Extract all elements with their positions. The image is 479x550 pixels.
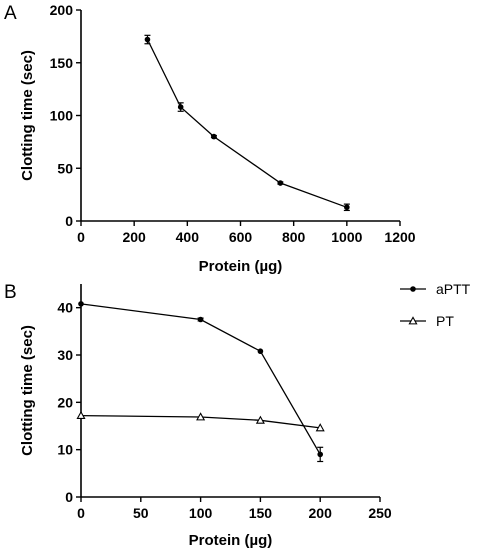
chart-panel-a: 0 50 100 150 200 0 200 400 600 800 1000 1200 Protein… xyxy=(19,2,416,275)
panel-b-y-axis-title: Clotting time (sec) xyxy=(19,325,36,456)
panel-b-y-tick-label: 20 xyxy=(57,394,73,410)
panel-a-y-tick-label: 0 xyxy=(65,213,73,229)
panel-b-aptt-point xyxy=(257,348,264,355)
panel-a-x-tick-label: 800 xyxy=(282,229,306,245)
legend-pt-marker xyxy=(408,316,418,325)
panel-b-pt-point xyxy=(196,412,206,421)
panel-b-y-tick-label: 40 xyxy=(57,300,73,316)
panel-a-series-1-point xyxy=(277,180,284,186)
legend-aptt-marker xyxy=(410,286,416,292)
panel-b-pt-point xyxy=(76,410,86,420)
panel-b-x-tick-label: 50 xyxy=(133,505,149,521)
panel-b-aptt-line xyxy=(80,303,321,455)
panel-b-x-tick-label: 250 xyxy=(368,505,392,521)
panel-b-x-tick-label: 0 xyxy=(77,505,85,521)
panel-b-aptt-point xyxy=(317,451,324,458)
panel-a-y-axis-title: Clotting time (sec) xyxy=(19,50,36,181)
panel-a-y-tick-label: 50 xyxy=(57,160,73,176)
panel-b-pt-point xyxy=(255,415,265,424)
panel-b-y-tick-label: 10 xyxy=(57,442,73,458)
chart-panel-b: 0 10 20 30 40 0 50 100 150 200 250 Protein (µg) Clot… xyxy=(19,281,471,549)
panel-a-series-1-point xyxy=(211,133,217,140)
panel-b-x-axis-title: Protein (µg) xyxy=(189,532,273,549)
panel-b-aptt-point xyxy=(197,316,204,323)
panel-b-x-tick-label: 150 xyxy=(249,505,273,521)
panel-a-x-axis-title: Protein (µg) xyxy=(199,258,283,275)
panel-a-series-1-point xyxy=(344,204,350,211)
panel-b-aptt-point xyxy=(78,301,84,307)
panel-a-x-tick-label: 0 xyxy=(77,229,85,245)
panel-a-series-1-line xyxy=(146,39,348,208)
panel-b-x-tick-label: 100 xyxy=(189,505,213,521)
panel-b-pt-line xyxy=(80,414,321,429)
panel-a-x-tick-label: 1000 xyxy=(331,229,362,245)
panel-a-series-1-point xyxy=(144,36,151,43)
panel-b-x-tick-label: 200 xyxy=(309,505,333,521)
panel-letter-b: B xyxy=(4,282,17,303)
panel-a-x-tick-label: 200 xyxy=(122,229,146,245)
panel-b-pt-point xyxy=(315,423,325,432)
panel-b-y-tick-label: 0 xyxy=(65,489,73,505)
panel-a-y-tick-label: 150 xyxy=(50,55,74,71)
panel-a-x-tick-label: 600 xyxy=(229,229,253,245)
panel-a-y-tick-label: 200 xyxy=(50,2,74,18)
panel-a-series-1-point xyxy=(177,104,184,110)
panel-a-x-tick-label: 1200 xyxy=(384,229,415,245)
legend-aptt-label: aPTT xyxy=(436,281,471,297)
panel-a-y-tick-label: 100 xyxy=(50,108,74,124)
panel-b-y-tick-label: 30 xyxy=(57,347,73,363)
panel-letter-a: A xyxy=(4,3,17,24)
legend-pt-label: PT xyxy=(436,313,454,329)
panel-a-x-tick-label: 400 xyxy=(176,229,200,245)
